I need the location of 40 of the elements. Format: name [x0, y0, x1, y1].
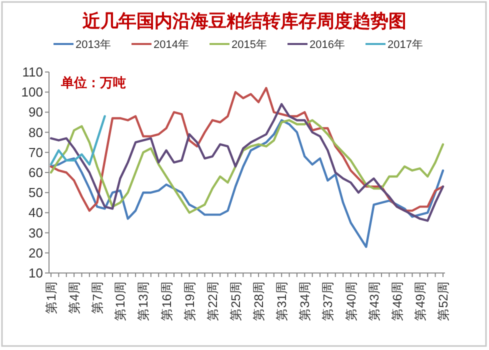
y-tick-label: 80: [28, 124, 43, 140]
legend-label: 2016年: [310, 39, 345, 51]
x-tick-label: 第31周: [275, 281, 290, 321]
x-tick-label: 第10周: [114, 281, 128, 321]
legend-label: 2015年: [232, 39, 267, 51]
x-tick-label: 第13周: [136, 281, 151, 321]
y-tick-label: 20: [28, 245, 43, 260]
x-tick-label: 第43周: [367, 281, 382, 321]
x-tick-label: 第49周: [413, 281, 428, 321]
line-series: [50, 119, 444, 214]
x-tick-label: 第16周: [160, 281, 174, 321]
annotation: 单位：万吨: [60, 75, 126, 90]
y-tick-label: 70: [28, 144, 43, 160]
y-tick-label: 50: [28, 185, 43, 200]
y-tick-label: 110: [22, 64, 43, 80]
x-tick-label: 第22周: [206, 281, 220, 321]
x-tick-label: 第1周: [44, 281, 58, 314]
y-tick-label: 40: [28, 205, 43, 220]
legend-label: 2013年: [76, 39, 111, 51]
x-tick-label: 第28周: [252, 281, 266, 321]
line-series: [50, 119, 444, 248]
x-tick-label: 第4周: [68, 281, 82, 314]
y-tick-label: 90: [28, 104, 43, 120]
chart-title: 近几年国内沿海豆粕结转库存周度趋势图: [82, 11, 406, 31]
y-tick-label: 60: [28, 165, 43, 180]
legend-label: 2017年: [388, 39, 423, 51]
line-series: [50, 103, 444, 222]
x-tick-label: 第7周: [90, 281, 105, 314]
y-tick-label: 100: [21, 84, 43, 100]
y-tick-label: 10: [28, 266, 43, 280]
y-tick-label: 30: [28, 225, 43, 240]
x-tick-label: 第40周: [344, 281, 358, 321]
x-tick-label: 第37周: [321, 281, 336, 321]
x-tick-label: 第34周: [298, 281, 312, 321]
x-tick-label: 第19周: [182, 281, 197, 321]
x-tick-label: 第25周: [228, 281, 243, 321]
legend-label: 2014年: [154, 39, 189, 51]
x-tick-label: 第52周: [436, 281, 450, 321]
line-series: [50, 115, 106, 166]
x-tick-label: 第46周: [390, 281, 404, 321]
